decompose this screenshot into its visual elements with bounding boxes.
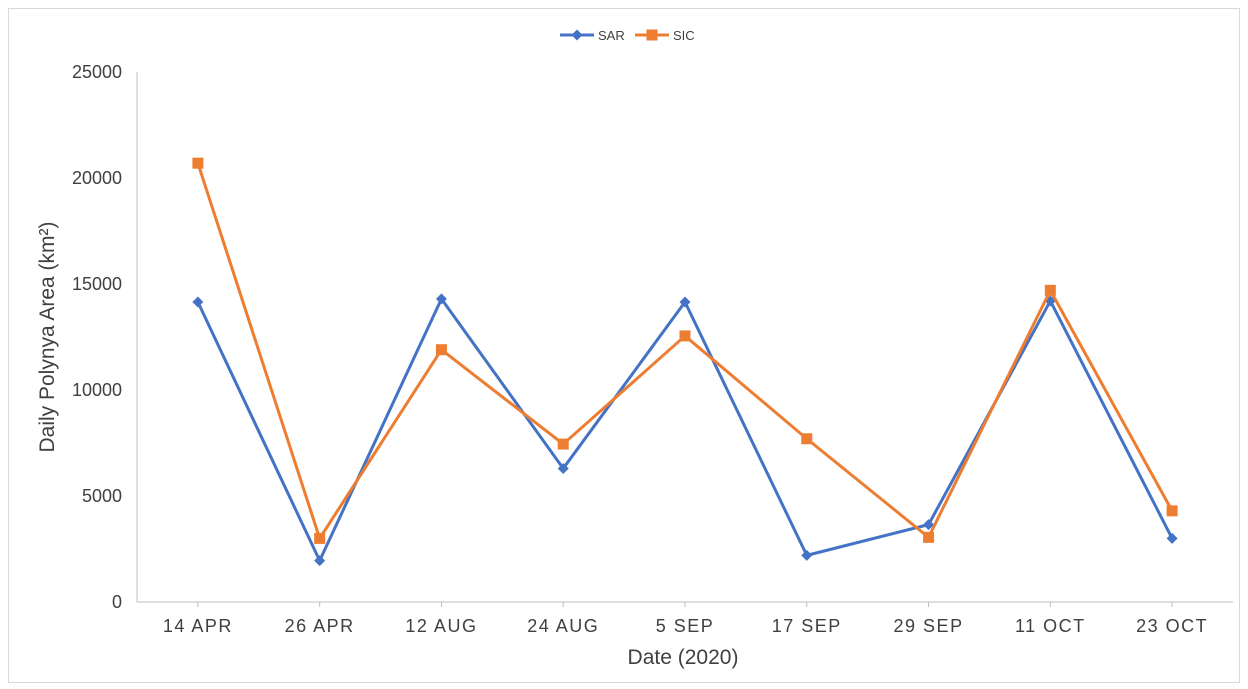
data-point-sar	[192, 296, 204, 308]
x-tick-label: 12 AUG	[405, 616, 477, 636]
data-point-sic	[314, 532, 326, 544]
y-tick-label: 5000	[82, 486, 122, 506]
data-point-sar	[801, 549, 813, 561]
series-line-sic	[196, 162, 1174, 540]
data-point-sic	[1044, 284, 1056, 296]
data-point-sar	[923, 519, 935, 531]
x-tick-label: 17 SEP	[772, 616, 842, 636]
data-point-sar	[1166, 532, 1178, 544]
data-point-sar	[679, 296, 691, 308]
data-point-sic	[679, 330, 691, 342]
data-point-sar	[557, 462, 569, 474]
x-tick-label: 14 APR	[163, 616, 233, 636]
y-tick-label: 10000	[72, 380, 122, 400]
data-point-sic	[923, 531, 935, 543]
y-axis: 0 5000 10000 15000 20000 25000	[72, 62, 138, 612]
series-layer	[192, 157, 1178, 567]
data-point-sic	[801, 433, 813, 445]
legend-marker-sic	[646, 29, 658, 41]
x-tick-label: 26 APR	[285, 616, 355, 636]
y-tick-label: 20000	[72, 168, 122, 188]
data-point-sic	[192, 157, 204, 169]
data-point-sic	[557, 438, 569, 450]
y-tick-label: 15000	[72, 274, 122, 294]
series-sic	[192, 157, 1178, 544]
data-point-sic	[435, 344, 447, 356]
data-point-sic	[1166, 505, 1178, 517]
y-axis-title: Daily Polynya Area (km²)	[36, 221, 59, 452]
x-tick-label: 11 OCT	[1015, 616, 1086, 636]
x-axis: 14 APR 26 APR 12 AUG 24 AUG 5 SEP 17 SEP 29 SE…	[137, 601, 1233, 636]
chart-frame	[8, 8, 1240, 683]
legend-label-sic: SIC	[673, 28, 695, 43]
x-tick-label: 24 AUG	[527, 616, 599, 636]
x-axis-title: Date (2020)	[628, 646, 739, 669]
x-tick-label: 23 OCT	[1136, 616, 1208, 636]
legend-label-sar: SAR	[598, 28, 625, 43]
y-tick-label: 0	[112, 592, 122, 612]
y-tick-label: 25000	[72, 62, 122, 82]
x-tick-label: 5 SEP	[656, 616, 715, 636]
legend-marker-sar	[571, 29, 583, 41]
data-point-sar	[314, 555, 326, 567]
data-point-sar	[435, 293, 447, 305]
x-tick-label: 29 SEP	[894, 616, 964, 636]
legend: SAR SIC	[560, 28, 695, 43]
